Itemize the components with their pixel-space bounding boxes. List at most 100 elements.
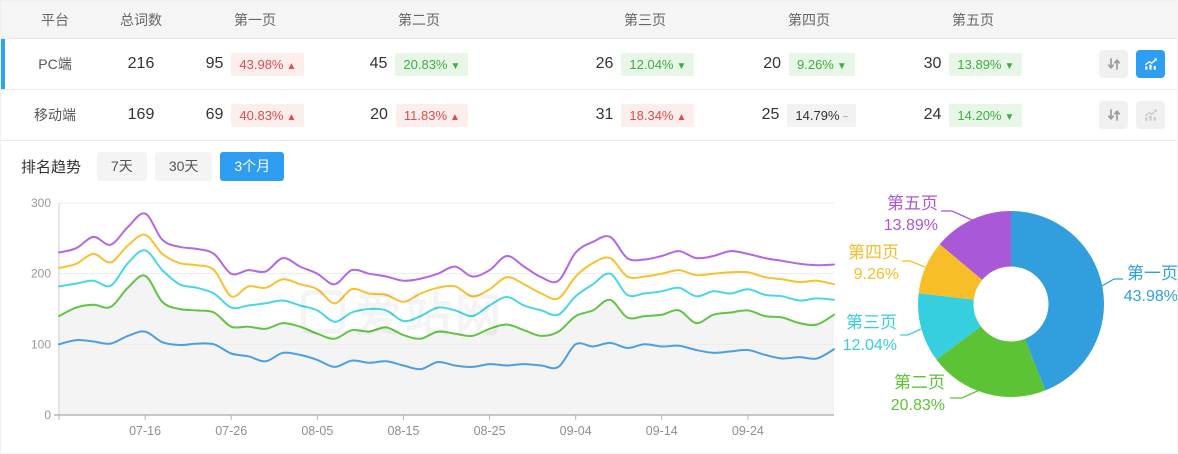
page1-cell: 95 43.98% ▲ xyxy=(173,52,337,76)
page2-percent-badge: 11.83% ▲ xyxy=(395,103,468,127)
area-fill xyxy=(59,275,834,415)
page4-cell: 25 14.79% − xyxy=(727,103,891,127)
up-arrow-icon: ▲ xyxy=(676,111,687,123)
sort-button[interactable] xyxy=(1099,50,1128,78)
page5-count: 24 xyxy=(923,106,942,123)
show-chart-button[interactable] xyxy=(1136,50,1165,78)
donut-slice-第三页[interactable] xyxy=(918,293,981,360)
trend-tabbar: 排名趋势 7天 30天 3个月 xyxy=(1,141,1177,191)
page4-cell: 20 9.26% ▼ xyxy=(727,52,891,76)
trend-line-chart-svg: 0 100 200 300 07-16 07-26 08-05 08-15 08-25 09-04… xyxy=(31,196,835,438)
donut-label-第一页: 第一页 xyxy=(1127,264,1178,283)
x-tick-label: 08-25 xyxy=(474,424,506,438)
column-header-page5: 第五页 xyxy=(952,11,994,28)
series-line-第一页 xyxy=(58,330,835,371)
column-header-page4: 第四页 xyxy=(788,11,830,28)
table-header: 平台 总词数 第一页 第二页 第三页 第四页 第五页 xyxy=(1,1,1177,39)
x-tick-label: 09-04 xyxy=(560,424,592,438)
series-line-+第五页 xyxy=(58,212,835,286)
donut-label-第二页: 第二页 xyxy=(894,373,945,392)
sort-arrows-icon xyxy=(1107,58,1120,70)
y-tick-label: 100 xyxy=(31,337,51,351)
total-words-value: 216 xyxy=(127,55,155,72)
y-tick-label: 300 xyxy=(31,196,51,210)
x-tick-label: 08-05 xyxy=(301,424,333,438)
page3-percent-badge: 12.04% ▼ xyxy=(621,52,695,76)
tab-7-days[interactable]: 7天 xyxy=(97,151,147,181)
column-header-page2: 第二页 xyxy=(398,11,440,28)
donut-label-pct: 13.89% xyxy=(884,217,938,234)
flat-arrow-icon: − xyxy=(842,111,849,123)
donut-slice-第四页[interactable] xyxy=(918,244,983,300)
down-arrow-icon: ▼ xyxy=(1004,111,1015,123)
page3-count: 26 xyxy=(595,55,614,72)
donut-chart-svg: 第一页 43.98% 第二页 20.83% 第三页 12.04% 第四页 9.26% 第五页 13… xyxy=(843,194,1178,414)
label-leader-line xyxy=(902,260,926,268)
down-arrow-icon: ▼ xyxy=(450,60,461,72)
x-tick-label: 09-24 xyxy=(732,424,764,438)
show-chart-button[interactable] xyxy=(1136,101,1165,129)
donut-label-pct: 12.04% xyxy=(843,337,897,354)
total-words-value: 169 xyxy=(127,106,155,123)
page2-cell: 20 11.83% ▲ xyxy=(337,103,501,127)
series-line-+第四页 xyxy=(58,233,835,305)
donut-slice-第五页[interactable] xyxy=(939,211,1011,280)
page4-percent-badge: 9.26% ▼ xyxy=(789,52,855,76)
page4-count: 25 xyxy=(761,106,780,123)
label-leader-line xyxy=(900,328,922,336)
platform-name: 移动端 xyxy=(34,107,76,123)
label-leader-line xyxy=(950,387,985,399)
page4-count: 20 xyxy=(763,55,781,72)
x-tick-label: 07-26 xyxy=(215,424,247,438)
page1-count: 95 xyxy=(205,55,224,72)
x-tick-label: 09-14 xyxy=(646,424,678,438)
platform-name: PC端 xyxy=(38,56,72,72)
y-tick-label: 200 xyxy=(31,267,51,281)
donut-label-pct: 20.83% xyxy=(891,397,945,414)
series-line-+第三页 xyxy=(58,249,835,323)
sort-arrows-icon xyxy=(1107,109,1120,121)
row-actions xyxy=(1055,101,1177,129)
down-arrow-icon: ▼ xyxy=(1004,60,1015,72)
x-tick-label: 07-16 xyxy=(129,424,161,438)
tab-3-months[interactable]: 3个月 xyxy=(220,151,285,181)
page5-cell: 30 13.89% ▼ xyxy=(891,52,1055,76)
up-arrow-icon: ▲ xyxy=(450,111,460,123)
page5-percent-badge: 14.20% ▼ xyxy=(949,103,1023,127)
page1-count: 69 xyxy=(205,106,224,123)
page4-percent-badge: 14.79% − xyxy=(787,103,857,127)
table-row-PC端[interactable]: PC端 216 95 43.98% ▲ 45 20.83% ▼ 26 12.04% ▼ … xyxy=(1,39,1177,90)
donut-slice-第二页[interactable] xyxy=(936,326,1046,398)
page3-percent-badge: 18.34% ▲ xyxy=(621,103,695,127)
donut-slice-第一页[interactable] xyxy=(1011,211,1105,391)
table-row-移动端[interactable]: 移动端 169 69 40.83% ▲ 20 11.83% ▲ 31 18.34% ▲ … xyxy=(1,90,1177,141)
donut-label-pct: 43.98% xyxy=(1124,288,1178,305)
page-distribution-donut-chart: 第一页 43.98% 第二页 20.83% 第三页 12.04% 第四页 9.26% 第五页 13… xyxy=(841,171,1178,453)
trend-section-title: 排名趋势 xyxy=(21,158,82,176)
donut-label-第三页: 第三页 xyxy=(846,313,897,332)
column-header-page3: 第三页 xyxy=(624,11,666,28)
column-header-platform: 平台 xyxy=(41,11,69,28)
donut-label-第四页: 第四页 xyxy=(848,243,899,262)
label-leader-line xyxy=(1101,278,1123,287)
page2-cell: 45 20.83% ▼ xyxy=(337,52,501,76)
page3-count: 31 xyxy=(595,106,614,123)
page1-percent-badge: 43.98% ▲ xyxy=(231,52,305,76)
trend-line-chart: 0 100 200 300 07-16 07-26 08-05 08-15 08-25 09-04… xyxy=(1,189,846,453)
tab-30-days[interactable]: 30天 xyxy=(154,151,213,181)
page2-percent-badge: 20.83% ▼ xyxy=(395,52,469,76)
page2-count: 20 xyxy=(370,106,388,123)
column-header-total-words: 总词数 xyxy=(120,11,162,28)
trend-chart-icon xyxy=(1144,58,1157,70)
up-arrow-icon: ▲ xyxy=(286,111,297,123)
sort-button[interactable] xyxy=(1099,101,1128,129)
label-leader-line xyxy=(941,210,973,221)
page2-count: 45 xyxy=(369,55,388,72)
donut-label-第五页: 第五页 xyxy=(887,194,938,213)
page3-cell: 26 12.04% ▼ xyxy=(563,52,727,76)
page3-cell: 31 18.34% ▲ xyxy=(563,103,727,127)
up-arrow-icon: ▲ xyxy=(286,60,297,72)
down-arrow-icon: ▼ xyxy=(676,60,687,72)
active-row-indicator xyxy=(1,39,5,89)
